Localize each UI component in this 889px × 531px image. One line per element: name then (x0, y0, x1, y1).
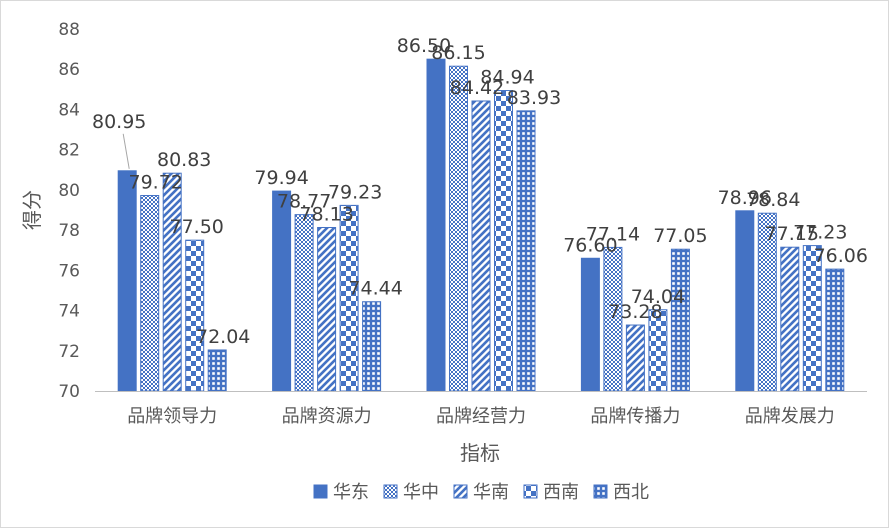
x-axis-ticks: 品牌领导力 品牌资源力 品牌经营力 品牌传播力 品牌发展力 (127, 406, 835, 427)
y-tick-label: 88 (58, 20, 80, 40)
bar-3-2 (625, 324, 645, 392)
legend-label: 华中 (403, 482, 439, 503)
bar-4-0 (735, 210, 755, 392)
data-label: 79.94 (254, 167, 308, 189)
y-tick-label: 84 (58, 100, 80, 120)
leader-line (122, 133, 130, 169)
bar-1-0 (272, 190, 292, 392)
data-label: 76.60 (563, 234, 617, 256)
y-axis-ticks: 70 72 74 76 78 80 82 84 86 88 (58, 20, 80, 402)
bar-1-2 (317, 226, 337, 392)
data-label: 78.77 (277, 191, 331, 213)
y-tick-label: 76 (58, 261, 80, 281)
bar-2-4 (516, 110, 536, 392)
bar-0-1 (140, 195, 160, 392)
data-label: 84.94 (480, 67, 534, 89)
y-tick-label: 80 (58, 181, 80, 201)
legend-swatch (593, 484, 608, 499)
x-tick-label: 品牌经营力 (436, 406, 526, 427)
data-label: 80.83 (157, 149, 211, 171)
y-tick-label: 74 (58, 302, 80, 322)
x-tick-label: 品牌资源力 (282, 406, 372, 427)
data-label: 84.42 (450, 77, 504, 99)
legend-swatch (313, 484, 328, 499)
legend-swatch (383, 484, 398, 499)
x-tick-label: 品牌发展力 (745, 406, 835, 427)
data-label: 73.28 (608, 301, 662, 323)
legend-swatch (453, 484, 468, 499)
data-label: 77.23 (793, 222, 847, 244)
data-label: 83.93 (507, 87, 561, 109)
bars (117, 58, 845, 392)
legend-swatch (523, 484, 538, 499)
y-tick-label: 82 (58, 141, 80, 161)
x-tick-label: 品牌领导力 (127, 406, 217, 427)
x-tick-label: 品牌传播力 (590, 406, 680, 427)
data-label: 79.23 (328, 181, 382, 203)
bar-0-4 (207, 349, 227, 392)
bar-0-2 (162, 172, 182, 392)
x-axis-title: 指标 (460, 441, 500, 465)
data-label: 86.50 (397, 35, 451, 57)
bar-0-0 (117, 170, 137, 392)
bar-4-2 (780, 246, 800, 392)
bar-0-3 (185, 239, 205, 392)
data-label: 77.05 (653, 225, 707, 247)
data-label: 77.50 (169, 216, 223, 238)
data-label: 74.44 (348, 278, 402, 300)
leader-lines (122, 133, 130, 169)
bar-3-0 (580, 257, 600, 392)
bar-1-4 (362, 301, 382, 392)
y-tick-label: 86 (58, 60, 80, 80)
y-tick-label: 78 (58, 221, 80, 241)
bar-1-1 (294, 214, 314, 392)
bar-2-3 (494, 90, 513, 392)
data-label: 74.04 (631, 286, 685, 308)
data-label: 77.14 (586, 223, 640, 245)
legend: 华东 华中 华南 西南 西北 (313, 482, 649, 503)
bar-4-3 (802, 245, 822, 392)
data-label: 80.95 (92, 111, 146, 133)
y-tick-label: 72 (58, 342, 80, 362)
bar-2-2 (471, 100, 491, 392)
bar-3-4 (670, 248, 690, 392)
bar-2-0 (426, 58, 446, 392)
y-tick-label: 70 (58, 382, 80, 402)
data-label: 78.84 (746, 189, 800, 211)
bar-4-4 (825, 268, 845, 392)
data-label: 78.96 (718, 187, 772, 209)
data-label: 78.13 (299, 203, 353, 225)
data-label: 77.15 (765, 223, 819, 245)
bar-2-1 (449, 65, 468, 392)
legend-label: 华南 (473, 482, 509, 503)
legend-label: 西北 (613, 482, 649, 503)
legend-label: 华东 (333, 482, 369, 503)
data-label: 72.04 (196, 326, 250, 348)
data-label: 86.15 (431, 42, 485, 64)
legend-label: 西南 (543, 482, 579, 503)
data-label: 76.06 (814, 245, 868, 267)
y-axis-title: 得分 (20, 190, 44, 230)
data-label: 79.72 (128, 172, 182, 194)
